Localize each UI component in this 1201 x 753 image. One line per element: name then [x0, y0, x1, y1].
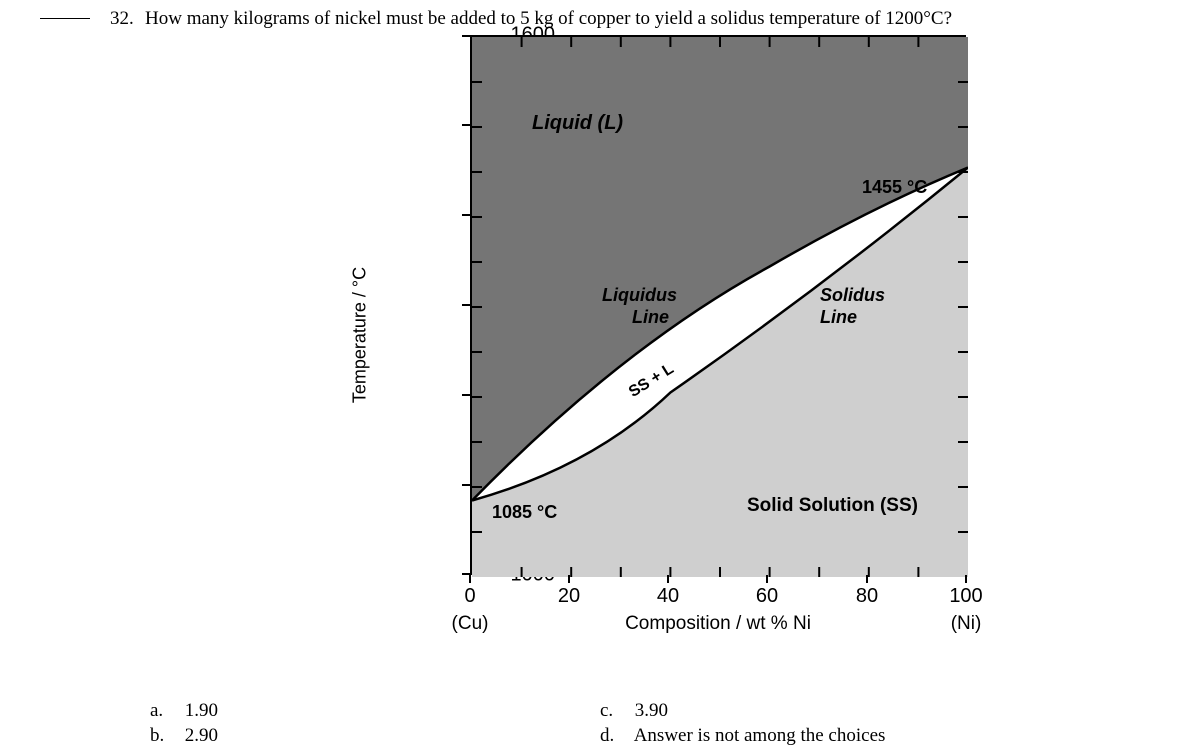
answer-b: b. 2.90 — [150, 725, 218, 747]
xtick-40: 40 — [657, 585, 679, 608]
ytick-mark — [462, 304, 470, 306]
liquidus-line-label: Line — [632, 307, 669, 328]
answer-a-value: 1.90 — [185, 700, 218, 721]
xtick-mark — [667, 575, 669, 583]
xtick-mark — [866, 575, 868, 583]
xtick-80: 80 — [856, 585, 878, 608]
answer-c-value: 3.90 — [635, 700, 668, 721]
xtick-60: 60 — [756, 585, 778, 608]
temp-low-label: 1085 °C — [492, 502, 557, 523]
answer-a-letter: a. — [150, 700, 180, 722]
answer-d: d. Answer is not among the choices — [600, 725, 885, 747]
temp-high-label: 1455 °C — [862, 177, 927, 198]
answer-b-value: 2.90 — [185, 725, 218, 746]
xtick-20: 20 — [558, 585, 580, 608]
phase-diagram-chart: Temperature / °C 1600 1500 1400 1300 120… — [390, 35, 980, 635]
answer-c-letter: c. — [600, 700, 630, 722]
x-axis-label: Composition / wt % Ni — [625, 613, 811, 635]
xtick-mark — [568, 575, 570, 583]
solidus-label: Solidus — [820, 285, 885, 306]
xtick-mark — [469, 575, 471, 583]
answer-a: a. 1.90 — [150, 700, 218, 722]
answer-b-letter: b. — [150, 725, 180, 747]
xtick-100: 100 — [949, 585, 982, 608]
answer-d-value: Answer is not among the choices — [634, 725, 886, 746]
solid-solution-label: Solid Solution (SS) — [747, 495, 918, 517]
question-number: 32. — [110, 8, 134, 30]
xtick-mark — [965, 575, 967, 583]
answer-c: c. 3.90 — [600, 700, 668, 722]
ytick-mark — [462, 214, 470, 216]
solidus-line-label: Line — [820, 307, 857, 328]
liquid-label: Liquid (L) — [532, 112, 623, 135]
xtick-mark — [766, 575, 768, 583]
ytick-mark — [462, 484, 470, 486]
answer-d-letter: d. — [600, 725, 630, 747]
xtick-0: 0 — [464, 585, 475, 608]
plot-area: Liquid (L) 1455 °C Liquidus Line Solidus… — [470, 35, 966, 575]
ytick-mark — [462, 124, 470, 126]
ni-label: (Ni) — [951, 613, 982, 635]
answer-blank-line — [40, 18, 90, 19]
ytick-mark — [462, 35, 470, 37]
liquidus-label: Liquidus — [602, 285, 677, 306]
cu-label: (Cu) — [452, 613, 489, 635]
y-axis-label: Temperature / °C — [350, 267, 371, 403]
ytick-mark — [462, 394, 470, 396]
